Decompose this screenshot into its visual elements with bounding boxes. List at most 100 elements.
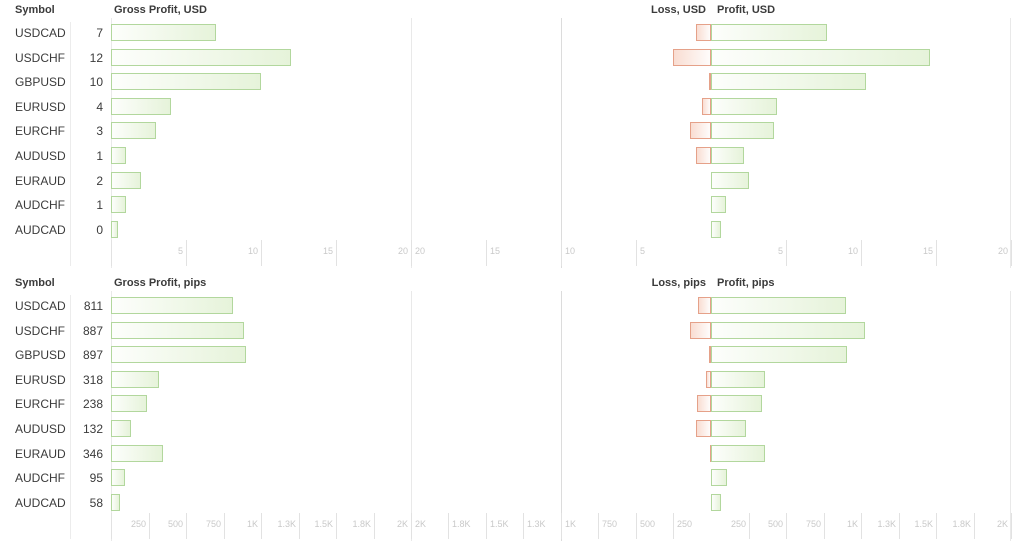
axis-line — [1010, 18, 1011, 268]
axis-tick — [186, 240, 187, 266]
axis-tick — [336, 240, 337, 266]
axis-tick-label: 10 — [847, 246, 858, 256]
axis-tick-label: 5 — [777, 246, 783, 256]
axis-line — [411, 18, 412, 268]
symbol-column-header: Symbol — [15, 277, 55, 289]
symbol-label: EURAUD — [15, 446, 66, 461]
gross-profit-bar — [111, 420, 131, 437]
value-label: 887 — [82, 323, 103, 338]
gross-profit-bar — [111, 97, 171, 115]
axis-tick — [561, 513, 562, 539]
symbol-label: AUDCAD — [15, 222, 66, 237]
gross-profit-bar — [111, 370, 159, 388]
value-label: 132 — [82, 422, 103, 436]
value-label: 238 — [82, 397, 103, 412]
loss-profit-usd-chart: 20 15 10 5 5 10 15 20 — [411, 0, 1012, 270]
axis-tick — [448, 513, 449, 539]
axis-tick — [411, 240, 412, 266]
axis-tick-label: 750 — [205, 519, 221, 529]
symbol-label: EURUSD — [15, 99, 66, 114]
profit-bar — [711, 395, 762, 413]
symbol-label: AUDCAD — [15, 495, 66, 510]
gross-profit-bar — [111, 48, 291, 66]
symbol-label: AUDCHF — [15, 471, 65, 486]
loss-bar — [673, 48, 711, 66]
gross-profit-usd-title: Gross Profit, USD — [114, 4, 207, 16]
symbol-label: USDCAD — [15, 299, 66, 313]
symbol-label: EURCHF — [15, 397, 65, 412]
axis-tick — [861, 513, 862, 539]
profit-bar — [711, 171, 749, 189]
symbol-value-divider — [70, 295, 71, 539]
profit-bar — [711, 321, 865, 339]
axis-tick — [936, 240, 937, 266]
axis-line — [111, 291, 112, 541]
axis-tick — [636, 513, 637, 539]
axis-line — [111, 18, 112, 268]
symbol-label: EURCHF — [15, 124, 65, 139]
axis-tick — [149, 513, 150, 539]
value-label: 12 — [89, 50, 103, 65]
symbol-label: EURAUD — [15, 173, 66, 188]
symbol-label: EURUSD — [15, 372, 66, 387]
loss-bar — [709, 73, 711, 91]
axis-tick-label: 5 — [640, 246, 646, 256]
value-label: 1 — [96, 198, 103, 213]
axis-tick-label: 2K — [415, 519, 427, 529]
profit-bar — [711, 420, 746, 437]
profit-bar — [711, 346, 847, 364]
profit-bar — [711, 122, 774, 140]
profit-bar — [711, 73, 866, 91]
gross-profit-bar — [111, 171, 141, 189]
axis-tick — [899, 513, 900, 539]
axis-tick-label: 750 — [805, 519, 821, 529]
axis-tick — [786, 240, 787, 266]
axis-tick-label: 500 — [167, 519, 183, 529]
axis-tick-label: 1.3K — [527, 519, 546, 529]
gross-profit-bar — [111, 321, 244, 339]
gross-profit-bar — [111, 196, 126, 214]
value-label: 7 — [96, 26, 103, 40]
symbol-label: AUDUSD — [15, 422, 66, 436]
axis-tick — [561, 240, 562, 266]
symbol-label: AUDUSD — [15, 149, 66, 163]
gross-profit-bar — [111, 493, 120, 511]
axis-tick — [786, 513, 787, 539]
symbol-label: USDCAD — [15, 26, 66, 40]
value-label: 4 — [96, 99, 103, 114]
loss-bar — [696, 24, 711, 41]
axis-tick-label: 1.5K — [314, 519, 333, 529]
profit-bar — [711, 97, 777, 115]
axis-line — [1010, 291, 1011, 541]
profit-bar — [711, 469, 727, 487]
symbol-value-divider — [70, 22, 71, 266]
value-label: 58 — [89, 495, 103, 510]
axis-tick — [861, 240, 862, 266]
axis-tick — [974, 513, 975, 539]
gross-profit-bar — [111, 444, 163, 462]
profit-bar — [711, 493, 721, 511]
value-label: 346 — [82, 446, 103, 461]
axis-tick-label: 1.8K — [352, 519, 371, 529]
value-label: 1 — [96, 149, 103, 163]
axis-tick — [749, 513, 750, 539]
profit-bar — [711, 370, 765, 388]
axis-tick-label: 1K — [565, 519, 577, 529]
axis-tick-label: 250 — [677, 519, 693, 529]
loss-bar — [697, 395, 711, 413]
symbol-label: USDCHF — [15, 50, 65, 65]
axis-tick-label: 1.5K — [914, 519, 933, 529]
axis-tick-label: 1K — [246, 519, 258, 529]
loss-profit-pips-chart: 2K 1.8K 1.5K 1.3K 1K 750 500 250 250 500 750 1K 1.3K… — [411, 273, 1012, 543]
axis-tick — [411, 513, 412, 539]
value-label: 897 — [82, 348, 103, 363]
loss-bar — [690, 321, 711, 339]
axis-tick-label: 20 — [997, 246, 1008, 256]
axis-tick-label: 500 — [640, 519, 656, 529]
axis-tick — [186, 513, 187, 539]
gross-profit-bar — [111, 147, 126, 164]
axis-tick-label: 1.3K — [277, 519, 296, 529]
value-label: 2 — [96, 173, 103, 188]
axis-tick-label: 1.5K — [490, 519, 509, 529]
value-label: 811 — [83, 299, 103, 313]
